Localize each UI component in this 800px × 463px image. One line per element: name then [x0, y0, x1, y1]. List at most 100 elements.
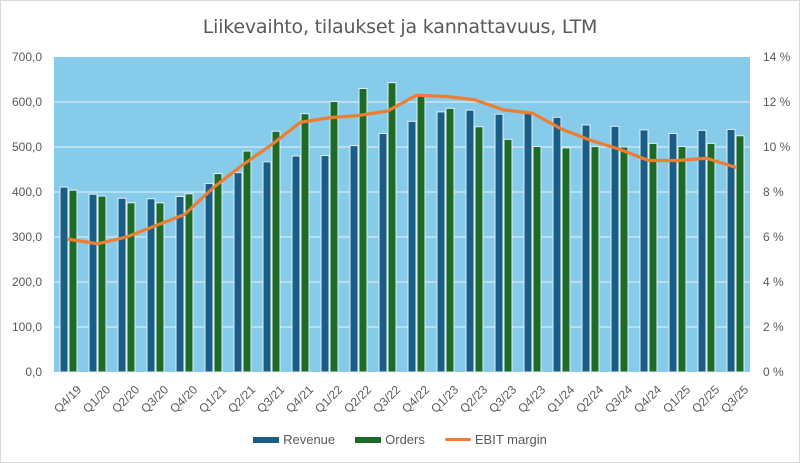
x-tick-label: Q1/21	[196, 382, 229, 415]
x-tick-label: Q2/23	[457, 382, 490, 415]
x-tick-label: Q2/24	[573, 382, 606, 415]
bar-revenue	[552, 116, 562, 373]
y-right-tick-label: 12 %	[763, 95, 791, 109]
bar-orders	[126, 202, 136, 373]
bar-revenue	[726, 128, 736, 373]
bar-orders	[213, 173, 223, 373]
x-tick-label: Q2/22	[341, 382, 374, 415]
bar-orders	[561, 147, 571, 373]
bar-orders	[474, 126, 484, 373]
x-tick-label: Q2/25	[689, 382, 722, 415]
y-left-tick-label: 600,0	[12, 95, 42, 109]
bar-revenue	[320, 155, 330, 373]
x-tick-label: Q4/19	[51, 382, 84, 415]
bar-orders	[329, 101, 339, 373]
bar-orders	[387, 82, 397, 373]
x-tick-label: Q2/20	[109, 382, 142, 415]
bar-revenue	[465, 109, 475, 373]
bar-orders	[97, 195, 107, 373]
x-tick-label: Q3/25	[718, 382, 751, 415]
y-right-tick-label: 2 %	[763, 320, 784, 334]
legend-label-revenue: Revenue	[283, 432, 336, 447]
x-tick-label: Q1/22	[312, 382, 345, 415]
bar-orders	[358, 88, 368, 373]
legend: Revenue Orders EBIT margin	[0, 432, 800, 447]
legend-label-ebit-margin: EBIT margin	[474, 432, 547, 447]
legend-item-revenue: Revenue	[253, 432, 335, 447]
legend-item-orders: Orders	[355, 432, 425, 447]
y-right-tick-label: 0 %	[763, 365, 784, 379]
bar-revenue	[494, 113, 504, 373]
plot-area	[54, 57, 750, 372]
bar-revenue	[117, 197, 127, 373]
x-tick-label: Q3/22	[370, 382, 403, 415]
y-right-tick-label: 6 %	[763, 230, 784, 244]
bar-orders	[68, 189, 78, 373]
bar-revenue	[233, 172, 243, 373]
bar-orders	[619, 146, 629, 373]
legend-item-ebit-margin: EBIT margin	[444, 432, 547, 447]
bar-revenue	[668, 133, 678, 373]
x-tick-label: Q3/24	[602, 382, 635, 415]
x-tick-label: Q4/20	[167, 382, 200, 415]
x-tick-label: Q3/23	[486, 382, 519, 415]
y-left-tick-label: 400,0	[12, 185, 42, 199]
bar-revenue	[146, 198, 156, 373]
x-tick-label: Q1/25	[660, 382, 693, 415]
bar-revenue	[407, 120, 417, 373]
bar-revenue	[523, 112, 533, 373]
bar-orders	[503, 138, 513, 373]
legend-swatch-ebit-margin	[444, 438, 471, 441]
bar-orders	[445, 107, 455, 373]
x-tick-label: Q4/24	[631, 382, 664, 415]
x-tick-label: Q3/21	[254, 382, 287, 415]
x-tick-label: Q1/20	[80, 382, 113, 415]
y-right-tick-label: 14 %	[763, 50, 791, 64]
y-right-tick-label: 4 %	[763, 275, 784, 289]
y-left-tick-label: 200,0	[12, 275, 42, 289]
legend-swatch-orders	[355, 436, 382, 443]
bar-orders	[416, 95, 426, 373]
bar-orders	[271, 130, 281, 373]
bar-revenue	[639, 129, 649, 373]
bar-orders	[155, 202, 165, 373]
bar-orders	[184, 193, 194, 373]
x-tick-label: Q4/23	[515, 382, 548, 415]
bar-orders	[677, 146, 687, 373]
bar-orders	[735, 135, 745, 373]
y-left-tick-label: 700,0	[12, 50, 42, 64]
bar-orders	[242, 150, 252, 373]
bar-orders	[300, 113, 310, 373]
bar-revenue	[610, 125, 620, 373]
y-left-tick-label: 300,0	[12, 230, 42, 244]
bar-revenue	[697, 129, 707, 373]
bar-revenue	[291, 155, 301, 373]
chart-title: Liikevaihto, tilaukset ja kannattavuus, …	[202, 16, 598, 38]
y-left-tick-label: 100,0	[12, 320, 42, 334]
bar-orders	[590, 146, 600, 373]
y-right-tick-label: 8 %	[763, 185, 784, 199]
x-tick-label: Q2/21	[225, 382, 258, 415]
y-left-tick-label: 0,0	[25, 365, 42, 379]
bar-revenue	[349, 145, 359, 373]
bar-revenue	[378, 133, 388, 373]
bar-orders	[706, 142, 716, 373]
bar-revenue	[262, 161, 272, 373]
bar-revenue	[175, 196, 185, 373]
x-tick-label: Q3/20	[138, 382, 171, 415]
bar-revenue	[88, 193, 98, 373]
x-tick-label: Q1/23	[428, 382, 461, 415]
bar-orders	[648, 142, 658, 373]
bar-revenue	[204, 182, 214, 373]
bar-orders	[532, 146, 542, 373]
x-tick-label: Q1/24	[544, 382, 577, 415]
x-tick-label: Q4/22	[399, 382, 432, 415]
legend-swatch-revenue	[253, 436, 280, 443]
y-left-tick-label: 500,0	[12, 140, 42, 154]
x-tick-label: Q4/21	[283, 382, 316, 415]
line-ebit-margin	[66, 93, 738, 246]
bar-revenue	[59, 186, 69, 373]
bar-revenue	[436, 111, 446, 373]
bar-revenue	[581, 124, 591, 373]
